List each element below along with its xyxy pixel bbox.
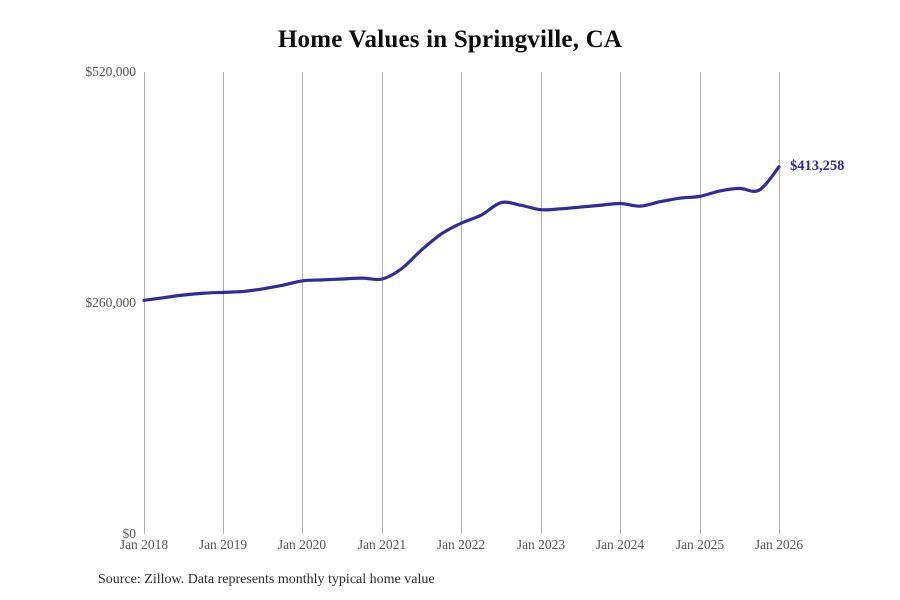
x-tick-label-jan-2019: Jan 2019 bbox=[198, 537, 248, 552]
gridline-jan-2025 bbox=[700, 72, 701, 534]
source-note: Source: Zillow. Data represents monthly … bbox=[98, 572, 435, 587]
gridline-jan-2021 bbox=[382, 72, 383, 534]
gridline-jan-2024 bbox=[620, 72, 621, 534]
x-tick-label-jan-2021: Jan 2021 bbox=[357, 537, 407, 552]
y-tick-label-260000: $260,000 bbox=[85, 295, 136, 310]
gridline-jan-2019 bbox=[223, 72, 224, 534]
gridline-jan-2020 bbox=[302, 72, 303, 534]
x-tick-label-jan-2018: Jan 2018 bbox=[119, 537, 169, 552]
plot-area bbox=[144, 72, 780, 534]
gridline-jan-2018 bbox=[144, 72, 145, 534]
x-tick-label-jan-2026: Jan 2026 bbox=[754, 537, 804, 552]
y-tick-label-520000: $520,000 bbox=[85, 64, 136, 79]
x-tick-label-jan-2025: Jan 2025 bbox=[675, 537, 725, 552]
gridline-jan-2023 bbox=[541, 72, 542, 534]
x-tick-label-jan-2022: Jan 2022 bbox=[436, 537, 486, 552]
gridline-jan-2022 bbox=[461, 72, 462, 534]
y-axis: $520,000 $260,000 $0 bbox=[0, 0, 136, 600]
chart-title: Home Values in Springville, CA bbox=[277, 26, 623, 53]
y-tick-label-0: $0 bbox=[122, 526, 137, 541]
end-value-annotation: $413,258 bbox=[790, 157, 845, 174]
x-tick-label-jan-2020: Jan 2020 bbox=[277, 537, 327, 552]
series-line-typical-home-value bbox=[142, 165, 781, 302]
x-tick-label-jan-2023: Jan 2023 bbox=[516, 537, 566, 552]
gridline-jan-2026 bbox=[779, 72, 780, 534]
x-tick-label-jan-2024: Jan 2024 bbox=[595, 537, 645, 552]
